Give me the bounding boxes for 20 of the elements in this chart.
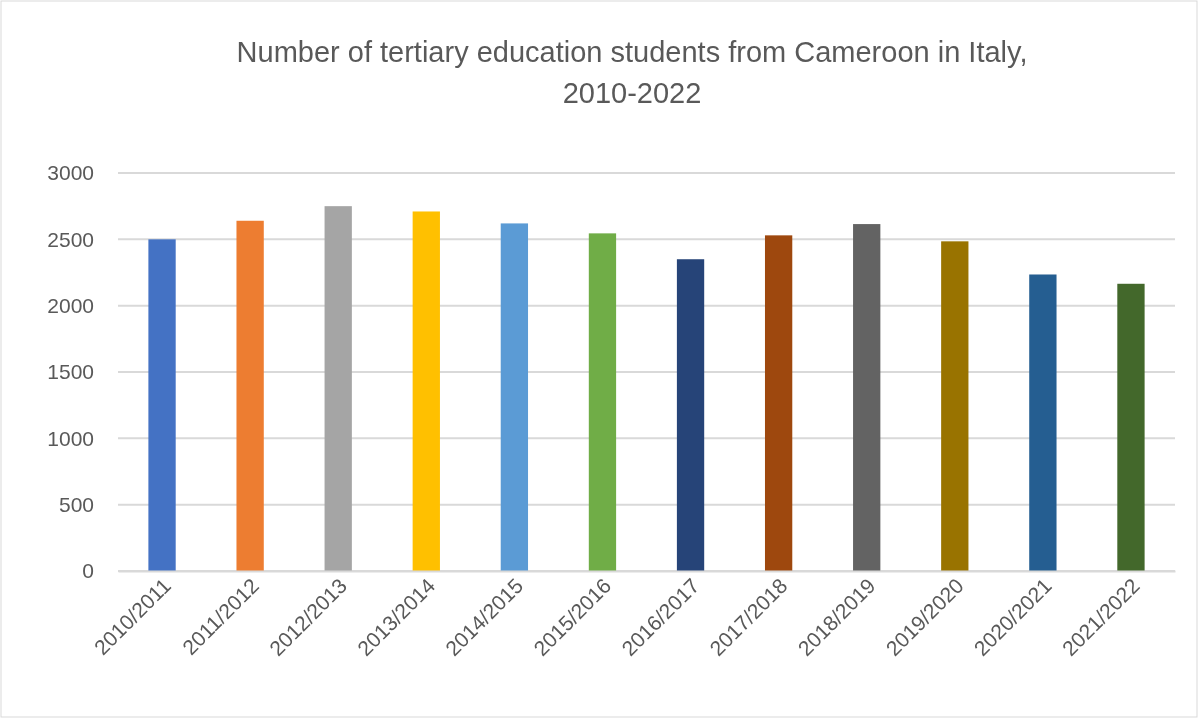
bar (148, 239, 176, 571)
chart-title: Number of tertiary education students from Cameroon in Italy, 2010-2022 (236, 36, 1028, 109)
y-tick-label: 0 (82, 559, 94, 583)
y-tick-label: 2000 (47, 293, 94, 317)
bar (1117, 283, 1145, 571)
bar (676, 259, 705, 571)
bar (1029, 274, 1057, 571)
bar (588, 233, 617, 571)
y-tick-label: 2500 (47, 227, 94, 251)
bar (500, 223, 529, 571)
bar (412, 211, 440, 571)
y-tick-label: 3000 (47, 161, 94, 185)
y-tick-label: 500 (58, 492, 94, 516)
bar (764, 235, 793, 571)
bar (324, 206, 352, 571)
bar (853, 224, 881, 571)
bar (236, 220, 264, 571)
y-tick-label: 1500 (47, 360, 94, 384)
y-tick-label: 1000 (47, 426, 94, 450)
bar (941, 241, 969, 571)
